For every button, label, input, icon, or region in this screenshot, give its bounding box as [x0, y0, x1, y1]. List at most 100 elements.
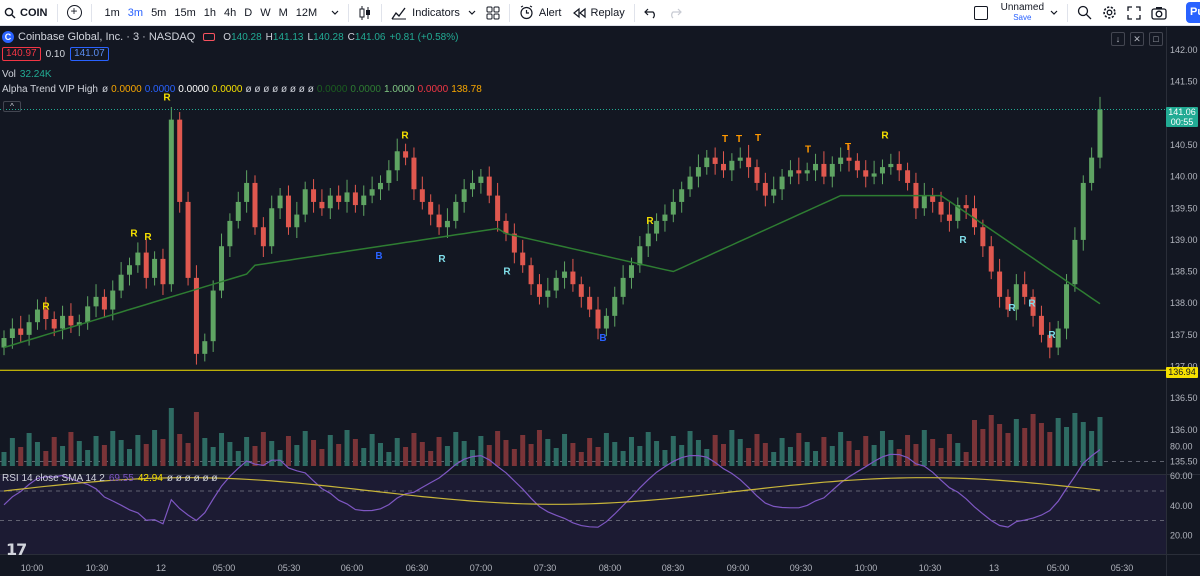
undo-button[interactable] [639, 0, 663, 26]
move-pane-down-button[interactable]: ↓ [1111, 32, 1125, 46]
timeframe-5m[interactable]: 5m [151, 6, 167, 19]
timeframe-d[interactable]: D [244, 6, 253, 19]
candle-body [193, 277, 199, 354]
volume-bar [662, 450, 668, 466]
candle-body [637, 246, 643, 266]
volume-bar [620, 451, 626, 466]
snapshot-button[interactable] [1146, 0, 1172, 26]
volume-bar [210, 447, 216, 466]
quick-search-button[interactable] [1072, 0, 1097, 26]
volume-bar [118, 440, 124, 466]
maximize-pane-button[interactable]: □ [1149, 32, 1163, 46]
volume-bar [846, 441, 852, 466]
volume-bar [553, 448, 559, 466]
candle-body [444, 220, 450, 228]
timeframe-w[interactable]: W [260, 6, 271, 19]
candle-body [570, 271, 576, 285]
candle-body [879, 167, 885, 174]
volume-bar [311, 440, 317, 466]
volume-bar [85, 450, 91, 466]
candle-body [428, 201, 434, 215]
volume-bar [779, 438, 785, 466]
timeframe-3m[interactable]: 3m [127, 6, 144, 19]
symbol-title[interactable]: Coinbase Global, Inc. · 3 · NASDAQ [18, 31, 196, 43]
candle-body [436, 214, 442, 228]
volume-bar [444, 446, 450, 466]
layout-name-button[interactable]: Unnamed Save [993, 0, 1063, 26]
tradingview-logo[interactable]: 17 [6, 540, 27, 559]
candle-body [60, 315, 66, 329]
timeframe-15m[interactable]: 15m [174, 6, 196, 19]
volume-bar [76, 441, 82, 466]
volume-bar [302, 431, 308, 466]
candle-body [612, 296, 618, 316]
alpha-trend-name[interactable]: Alpha Trend VIP High [2, 84, 98, 95]
timeframe-12m[interactable]: 12M [295, 6, 318, 19]
top-toolbar: COIN + 1m 3m 5m 15m 1h 4h D W M 12M Indicators Al… [0, 0, 1200, 26]
timeframe-1h[interactable]: 1h [203, 6, 216, 19]
candle-body [787, 170, 793, 177]
volume-bar [193, 412, 199, 466]
alert-button[interactable]: Alert [514, 0, 567, 26]
candle-body [1072, 239, 1078, 285]
volume-bar [319, 449, 325, 466]
candle-body [76, 322, 82, 326]
candle-body [227, 220, 233, 247]
chart-area[interactable]: 142.00141.50141.00140.50140.00139.50139.… [0, 27, 1200, 576]
volume-bar [888, 440, 894, 466]
candle-body [210, 290, 216, 342]
volume-bar [470, 450, 476, 466]
close-label: C [347, 31, 355, 43]
chart-canvas[interactable]: 142.00141.50141.00140.50140.00139.50139.… [0, 27, 1200, 576]
volume-bar [879, 431, 885, 466]
replay-button[interactable]: Replay [567, 0, 630, 26]
candle-body [277, 195, 283, 209]
symbol-search-button[interactable]: COIN [0, 0, 53, 26]
volume-bar [252, 446, 258, 466]
timeframe-1m[interactable]: 1m [104, 6, 120, 19]
collapse-pane-button[interactable]: ✕ [1130, 32, 1144, 46]
volume-bar [695, 440, 701, 466]
volume-bar [972, 420, 978, 466]
templates-button[interactable] [481, 0, 505, 26]
timeframe-4h[interactable]: 4h [224, 6, 237, 19]
candle-body [528, 265, 534, 285]
indicators-button[interactable]: Indicators [386, 0, 481, 26]
bid-ask-legend: 140.97 0.10 141.07 [2, 47, 109, 61]
timeframe-dropdown-button[interactable] [326, 0, 344, 26]
ask-price[interactable]: 141.07 [70, 47, 109, 61]
settings-button[interactable] [1097, 0, 1122, 26]
timeframe-m[interactable]: M [278, 6, 288, 19]
candle-body [126, 265, 132, 275]
compare-symbol-button[interactable]: + [62, 0, 87, 26]
candle-body [921, 195, 927, 209]
price-axis-tick: 139.00 [1170, 235, 1198, 245]
candle-body [771, 189, 777, 196]
volume-bar [863, 436, 869, 466]
candle-body [118, 274, 124, 291]
fullscreen-button[interactable] [1122, 0, 1146, 26]
chart-type-button[interactable] [353, 0, 377, 26]
volume-bar [1097, 417, 1103, 466]
redo-button[interactable] [663, 0, 687, 26]
volume-value: 32.24K [19, 69, 52, 80]
horizontal-line-price-tag[interactable]: 136.94 [1166, 367, 1198, 378]
publish-button[interactable]: Pu [1186, 1, 1200, 23]
open-value: 140.28 [231, 31, 262, 43]
layout-button[interactable] [969, 0, 993, 26]
volume-label[interactable]: Vol [2, 69, 16, 80]
volume-bar [545, 439, 551, 466]
high-label: H [265, 31, 273, 43]
hide-series-icon[interactable] [203, 33, 216, 41]
rsi-name[interactable]: RSI 14 close SMA 14 2 [2, 473, 105, 484]
bid-price[interactable]: 140.97 [2, 47, 41, 61]
candle-body [813, 163, 819, 171]
volume-bar [771, 452, 777, 466]
volume-bar [260, 432, 266, 466]
collapse-legend-button[interactable]: ^ [3, 101, 21, 112]
volume-bar [980, 429, 986, 466]
bar-countdown: 00:55 [1170, 117, 1194, 127]
price-axis-tick: 140.50 [1170, 140, 1198, 150]
candle-body [829, 163, 835, 177]
time-axis-tick: 05:00 [1047, 563, 1070, 573]
